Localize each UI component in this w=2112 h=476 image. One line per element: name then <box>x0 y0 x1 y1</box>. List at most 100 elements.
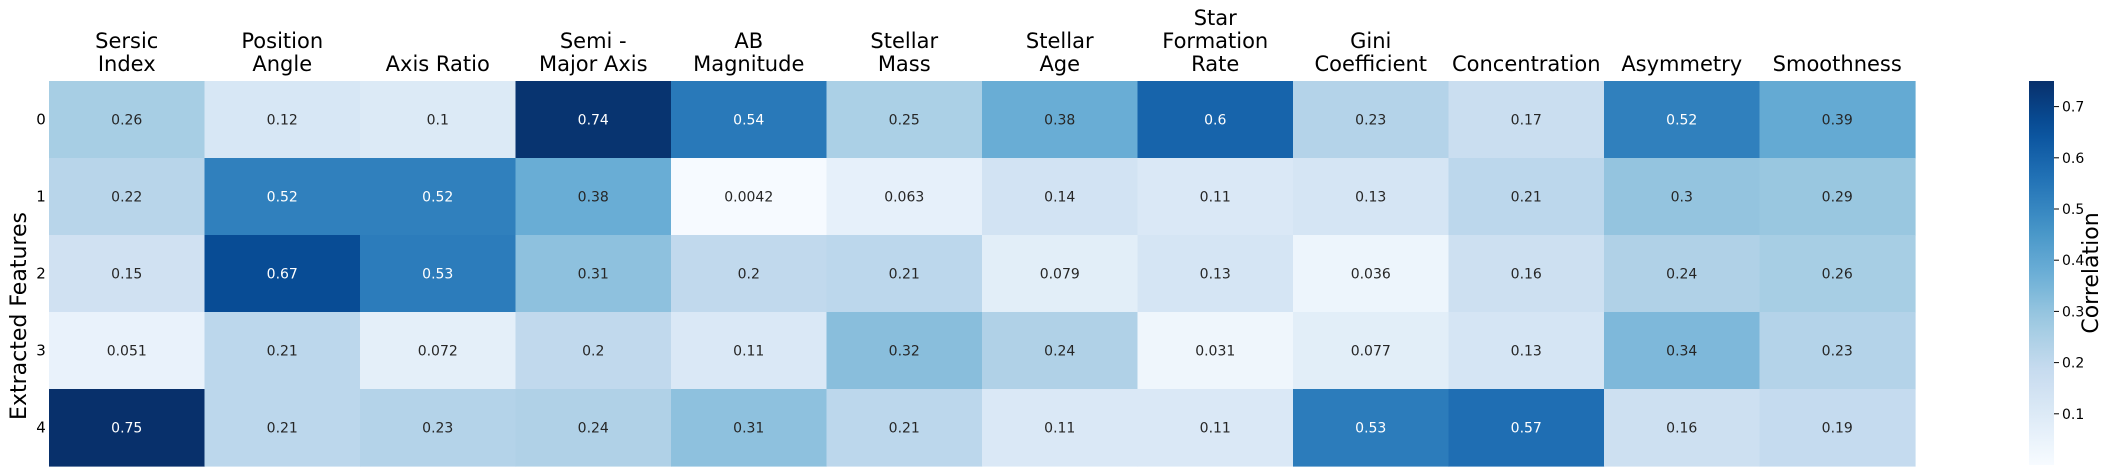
cell-value-label: 0.051 <box>107 344 147 360</box>
column-label: Age <box>1039 52 1080 76</box>
cell-value-label: 0.38 <box>1044 113 1075 129</box>
row-label: 1 <box>36 188 46 206</box>
column-label: Mass <box>878 52 931 76</box>
heatmap-cell <box>982 312 1139 390</box>
cell-value-label: 0.15 <box>111 267 142 283</box>
cell-value-label: 0.75 <box>111 421 142 437</box>
heatmap-cell <box>1137 81 1294 159</box>
cell-value-label: 0.52 <box>1666 113 1697 129</box>
heatmap-cell <box>982 158 1139 236</box>
heatmap-cell <box>982 81 1139 159</box>
cell-value-label: 0.11 <box>1200 421 1231 437</box>
column-label: Position <box>241 29 323 53</box>
cell-value-label: 0.22 <box>111 190 142 206</box>
cell-value-label: 0.072 <box>418 344 458 360</box>
column-label: Stellar <box>870 29 938 53</box>
cell-value-label: 0.54 <box>733 113 764 129</box>
cell-value-label: 0.23 <box>1355 113 1386 129</box>
heatmap-cell <box>1759 235 1916 313</box>
heatmap-cell <box>826 81 983 159</box>
heatmap-cell <box>671 312 828 390</box>
cell-value-label: 0.24 <box>578 421 609 437</box>
heatmap-cell <box>1604 158 1761 236</box>
colorbar-tick-label: 0.7 <box>2062 100 2084 116</box>
cell-value-label: 0.11 <box>1200 190 1231 206</box>
cell-value-label: 0.38 <box>578 190 609 206</box>
heatmap-cell <box>982 389 1139 467</box>
cell-value-label: 0.25 <box>889 113 920 129</box>
cell-value-label: 0.26 <box>111 113 142 129</box>
heatmap-cell <box>1604 235 1761 313</box>
cell-value-label: 0.14 <box>1044 190 1075 206</box>
heatmap-cell <box>1448 235 1605 313</box>
heatmap-cell <box>49 389 206 467</box>
column-label: Sersic <box>95 29 158 53</box>
cell-value-label: 0.31 <box>733 421 764 437</box>
y-axis-title: Extracted Features <box>7 212 32 420</box>
cell-value-label: 0.21 <box>267 421 298 437</box>
cell-value-label: 0.21 <box>267 344 298 360</box>
row-label: 3 <box>36 342 46 360</box>
column-label: Index <box>98 52 156 76</box>
column-label: Magnitude <box>693 52 804 76</box>
cell-value-label: 0.077 <box>1351 344 1391 360</box>
column-label: Concentration <box>1452 52 1601 76</box>
heatmap-cell <box>360 389 517 467</box>
colorbar-ticks: 0.1 0.2 0.3 0.4 0.5 0.6 0.7 <box>2054 100 2084 423</box>
heatmap-cell <box>360 158 517 236</box>
cell-value-label: 0.34 <box>1666 344 1697 360</box>
row-label: 0 <box>36 111 46 129</box>
heatmap-cell <box>826 158 983 236</box>
column-label: Axis Ratio <box>386 52 490 76</box>
cell-value-label: 0.0042 <box>724 190 773 206</box>
cell-value-label: 0.11 <box>733 344 764 360</box>
heatmap-cell <box>1137 389 1294 467</box>
cell-value-label: 0.16 <box>1666 421 1697 437</box>
column-label: Asymmetry <box>1621 52 1742 76</box>
column-label: Semi - <box>560 29 627 53</box>
cell-value-label: 0.2 <box>582 344 604 360</box>
row-label: 4 <box>36 419 46 437</box>
heatmap-cell <box>515 235 672 313</box>
heatmap-cell <box>1293 235 1450 313</box>
heatmap-cell <box>360 81 517 159</box>
heatmap-cell <box>49 312 206 390</box>
cell-value-label: 0.21 <box>889 421 920 437</box>
heatmap-cell <box>1293 81 1450 159</box>
heatmap-cell <box>826 312 983 390</box>
heatmap-cell <box>671 81 828 159</box>
cell-value-label: 0.53 <box>422 267 453 283</box>
colorbar-tick-label: 0.1 <box>2062 407 2084 423</box>
heatmap-cell <box>1448 81 1605 159</box>
heatmap-cell <box>515 312 672 390</box>
heatmap-cell <box>1293 312 1450 390</box>
cell-value-label: 0.13 <box>1355 190 1386 206</box>
row-label: 2 <box>36 265 46 283</box>
heatmap-cell <box>360 312 517 390</box>
heatmap-cell <box>1604 312 1761 390</box>
colorbar-tick-label: 0.5 <box>2062 202 2084 218</box>
heatmap-cell <box>671 158 828 236</box>
row-labels: 0 1 2 3 4 <box>36 111 46 437</box>
cell-value-label: 0.16 <box>1511 267 1542 283</box>
cell-value-label: 0.079 <box>1040 267 1080 283</box>
column-label: Coefficient <box>1314 52 1427 76</box>
heatmap-cell <box>204 235 361 313</box>
heatmap-cell <box>49 158 206 236</box>
heatmap-cell <box>1293 158 1450 236</box>
heatmap-cell <box>1604 81 1761 159</box>
column-label: Rate <box>1191 52 1239 76</box>
heatmap-cell <box>1137 235 1294 313</box>
column-label: Star <box>1194 6 1237 30</box>
cell-value-label: 0.063 <box>884 190 924 206</box>
cell-value-label: 0.21 <box>889 267 920 283</box>
heatmap-cell <box>49 81 206 159</box>
cell-value-label: 0.53 <box>1355 421 1386 437</box>
heatmap-cell <box>204 158 361 236</box>
cell-value-label: 0.031 <box>1195 344 1235 360</box>
column-label: Smoothness <box>1773 52 1902 76</box>
colorbar-tick-label: 0.4 <box>2062 253 2084 269</box>
heatmap-cell <box>204 81 361 159</box>
heatmap-cell <box>826 235 983 313</box>
cell-value-label: 0.67 <box>267 267 298 283</box>
